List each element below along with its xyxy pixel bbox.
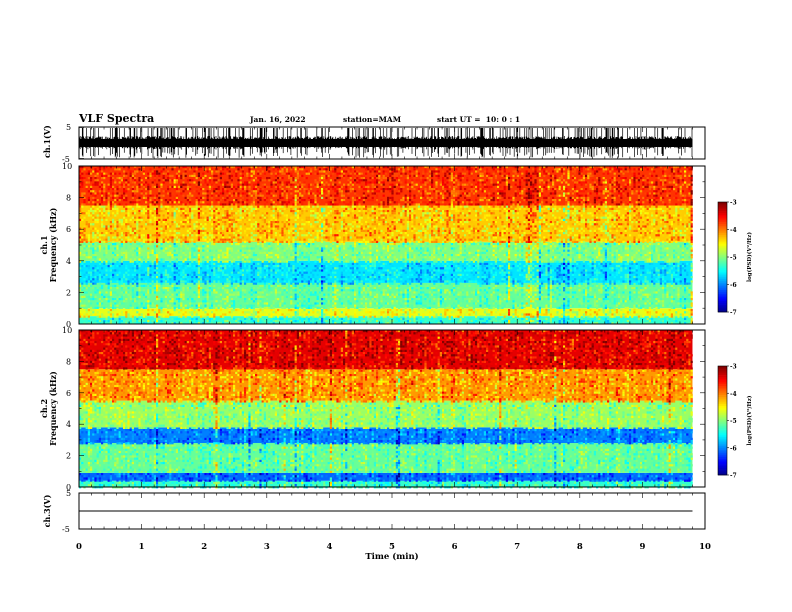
ch2-spectrogram-heatmap	[79, 330, 693, 489]
ch2-ylabel-frequency: Frequency (kHz)	[48, 371, 58, 446]
x-tick-label: 7	[514, 542, 520, 552]
ch1-ylabel: ch.1	[39, 235, 49, 254]
colorbar-tick-label: -4	[730, 227, 737, 234]
ch1-ytick-label: 8	[66, 194, 71, 203]
colorbar-tick-label: -3	[730, 364, 737, 371]
ch2-ytick-label: 2	[66, 452, 71, 461]
ch1-waveform-trace	[79, 128, 693, 158]
ch1-waveform-panel: 5 -5 ch.1(V)	[42, 123, 706, 164]
colorbar-tick-label: -7	[730, 310, 737, 317]
ch2-ytick-label: 0	[66, 483, 71, 492]
x-tick-label: 8	[577, 542, 583, 552]
x-tick-label: 3	[264, 542, 270, 552]
colorbar-tick-label: -6	[730, 445, 737, 452]
start-time-label: start UT = 10: 0 : 1	[437, 115, 520, 124]
ch2-ytick-label: 8	[66, 357, 71, 366]
colorbar-tick-label: -6	[730, 282, 737, 289]
ch3-ytick-label: 5	[66, 489, 71, 498]
x-axis-label: Time (min)	[365, 551, 418, 562]
ch1-ylabel: ch.1(V)	[42, 125, 52, 158]
ch1-ylabel-frequency: Frequency (kHz)	[48, 207, 58, 282]
x-tick-label: 5	[389, 542, 395, 552]
x-tick-label: 10	[699, 542, 711, 552]
ch1-ytick-label: 2	[66, 288, 71, 297]
ch3-ylabel: ch.3(V)	[42, 494, 52, 527]
ch1-colorbar: -3 -4 -5 -6 -7 log(PSD)(V²/Hz)	[717, 200, 753, 317]
colorbar-tick-label: -4	[730, 391, 737, 398]
ch3-ytick-label: -5	[62, 525, 70, 534]
station-label: station=MAM	[343, 115, 401, 124]
ch2-colorbar: -3 -4 -5 -6 -7 log(PSD)(V²/Hz)	[717, 364, 753, 480]
ch1-ytick-label: 0	[66, 320, 71, 329]
colorbar-tick-label: -5	[730, 255, 737, 262]
chart-title: VLF Spectra	[79, 112, 154, 125]
ch2-ytick-label: 4	[66, 420, 71, 429]
ch2-ytick-label: 6	[66, 389, 71, 398]
x-tick-label: 6	[452, 542, 458, 552]
x-axis: 0 1 2 3 4 5 6 7 8 9 10 Time (min)	[76, 542, 711, 562]
colorbar-tick-label: -3	[730, 200, 737, 207]
ch3-waveform-panel: 5 -5 ch.3(V)	[42, 489, 706, 534]
ch1-ytick-label: -5	[62, 155, 70, 164]
ch1-ytick-label: 5	[66, 123, 71, 132]
ch1-ytick-label: 4	[66, 257, 71, 266]
ch2-ytick-label: 10	[62, 326, 72, 335]
x-tick-label: 4	[326, 542, 332, 552]
colorbar-label: log(PSD)(V²/Hz)	[746, 232, 753, 282]
ch2-ylabel: ch.2	[39, 399, 49, 418]
x-tick-label: 1	[139, 542, 145, 552]
x-tick-label: 2	[201, 542, 207, 552]
x-tick-label: 0	[76, 542, 82, 552]
colorbar-tick-label: -7	[730, 473, 737, 480]
ch1-spectrogram-panel: 0 2 4 6 8 10 ch.1 Frequency (kHz)	[39, 162, 706, 329]
ch1-ytick-label: 10	[62, 162, 72, 171]
colorbar-label: log(PSD)(V²/Hz)	[746, 395, 753, 445]
ch2-spectrogram-panel: 0 2 4 6 8 10 ch.2 Frequency (kHz)	[39, 326, 706, 492]
ch1-ytick-label: 6	[66, 225, 71, 234]
ch1-spectrogram-heatmap	[79, 166, 693, 325]
date-label: Jan. 16, 2022	[250, 115, 306, 124]
colorbar-tick-label: -5	[730, 418, 737, 425]
x-tick-label: 9	[639, 542, 645, 552]
